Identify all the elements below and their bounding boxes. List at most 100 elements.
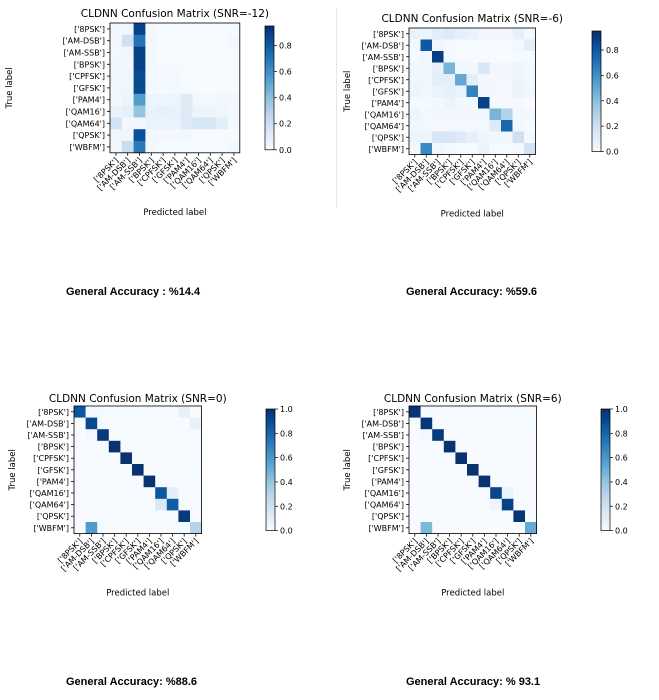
heatmap-cell-10-6	[143, 522, 156, 534]
colorbar-tick-label: 1.0	[615, 405, 628, 414]
heatmap-cell-7-5	[169, 105, 182, 118]
heatmap-cell-8-3	[443, 120, 456, 132]
y-tick-label: ['BPSK']	[373, 64, 404, 73]
confusion-matrix-snr-0: CLDNN Confusion Matrix (SNR=0) ['8PSK'] ['…	[8, 393, 293, 599]
heatmap-cell-7-0	[409, 487, 421, 500]
heatmap-cell-7-2	[97, 487, 110, 500]
heatmap-cell-2-5	[467, 429, 479, 442]
chart-title: CLDNN Confusion Matrix (SNR=-12)	[81, 8, 269, 20]
heatmap-cell-0-9	[513, 406, 526, 418]
heatmap-cell-6-0	[74, 475, 86, 488]
heatmap-cell-7-1	[420, 108, 433, 121]
heatmap-cell-6-4	[455, 97, 467, 109]
heatmap-cell-1-5	[169, 34, 182, 47]
heatmap-cell-6-6	[180, 93, 193, 106]
heatmap-cell-9-4	[157, 129, 170, 142]
heatmap-cell-3-5	[467, 440, 479, 453]
heatmap-cells	[74, 406, 202, 534]
heatmap-cell-10-2	[133, 141, 146, 154]
heatmap-cell-0-0	[409, 406, 421, 418]
heatmap-cell-0-2	[97, 406, 110, 418]
heatmap-cell-0-2	[133, 23, 146, 36]
heatmap-cell-0-1	[420, 406, 433, 418]
heatmap-cell-5-6	[143, 464, 156, 476]
heatmap-cell-1-3	[443, 39, 456, 52]
heatmap-cell-8-10	[524, 120, 536, 132]
heatmap-cell-4-5	[466, 74, 479, 86]
heatmap-cell-2-1	[420, 51, 433, 63]
heatmap-cell-2-9	[513, 429, 526, 442]
heatmap-cell-5-0	[409, 85, 421, 98]
heatmap-cell-2-2	[133, 46, 146, 59]
heatmap-cell-4-1	[420, 452, 433, 465]
heatmap-cell-6-4	[157, 93, 170, 106]
heatmap-cell-5-10	[524, 85, 536, 98]
heatmap-cell-4-2	[432, 452, 445, 465]
heatmap-cell-4-6	[180, 70, 193, 83]
heatmap-cell-10-7	[490, 522, 503, 534]
colorbar-tick-label: 0.4	[606, 97, 619, 106]
heatmap-cell-8-1	[420, 498, 433, 511]
heatmap-cell-3-3	[443, 440, 456, 453]
heatmap-cell-9-4	[455, 131, 467, 144]
heatmap-cell-4-4	[455, 74, 467, 86]
heatmap-cell-6-1	[85, 475, 98, 488]
heatmap-cell-9-3	[145, 129, 158, 142]
heatmap-cell-10-0	[409, 522, 421, 534]
heatmap-cell-2-4	[455, 51, 467, 63]
heatmap-cell-8-6	[478, 498, 491, 511]
heatmap-cell-10-6	[478, 143, 490, 155]
heatmap-cell-9-4	[120, 510, 133, 523]
heatmap-cell-3-7	[489, 62, 502, 75]
heatmap-cell-10-4	[455, 522, 468, 534]
heatmap-cell-0-6	[478, 28, 490, 40]
y-tick-label: ['AM-DSB']	[62, 37, 105, 46]
heatmap-cell-2-3	[443, 429, 456, 442]
y-tick-label: ['WBFM']	[69, 143, 105, 152]
heatmap-cell-4-8	[204, 70, 217, 83]
heatmap-cell-8-5	[467, 498, 479, 511]
y-tick-label: ['QAM64']	[365, 501, 405, 510]
heatmap-cell-1-0	[110, 34, 123, 47]
heatmap-cell-6-6	[478, 475, 491, 488]
heatmap-cell-4-10	[228, 70, 241, 83]
heatmap-cell-4-2	[133, 70, 146, 83]
heatmap-cell-1-10	[190, 417, 202, 430]
heatmap-cell-2-9	[512, 51, 525, 63]
heatmap-cell-6-5	[466, 97, 479, 109]
heatmap-cell-9-0	[110, 129, 123, 142]
y-axis-label: True label	[343, 449, 353, 491]
heatmap-cell-9-2	[432, 131, 444, 144]
heatmap-cell-6-10	[190, 475, 202, 488]
heatmap-cell-3-10	[190, 440, 202, 453]
heatmap-cell-3-1	[85, 440, 98, 453]
heatmap-cell-3-8	[501, 62, 513, 75]
heatmap-cell-4-6	[478, 74, 490, 86]
heatmap-cell-10-8	[501, 143, 513, 155]
heatmap-cell-8-6	[143, 498, 156, 511]
heatmap-cell-0-10	[524, 28, 536, 40]
heatmap-cell-0-10	[525, 406, 537, 418]
heatmap-cell-0-3	[443, 28, 456, 40]
heatmap-cell-2-10	[190, 429, 202, 442]
x-axis-label: Predicted label	[441, 589, 504, 599]
heatmap-cell-1-8	[204, 34, 217, 47]
colorbar-tick-label: 0.0	[279, 146, 292, 155]
x-axis-label: Predicted label	[441, 210, 504, 220]
heatmap-cell-10-9	[513, 522, 526, 534]
heatmap-cell-5-4	[455, 85, 467, 98]
accuracy-snr-minus12: General Accuracy : %14.4	[66, 286, 201, 298]
heatmap-cell-0-5	[169, 23, 182, 36]
heatmap-cell-10-10	[525, 522, 537, 534]
heatmap-cell-6-4	[455, 475, 468, 488]
heatmap-cell-7-3	[443, 487, 456, 500]
heatmap-cell-7-4	[455, 108, 467, 121]
heatmap-cell-3-2	[97, 440, 110, 453]
heatmap-cell-9-9	[513, 510, 526, 523]
heatmap-cell-1-9	[216, 34, 229, 47]
y-tick-label: ['AM-SSB']	[362, 53, 404, 62]
heatmap-cell-1-3	[108, 417, 121, 430]
heatmap-cell-9-1	[420, 510, 433, 523]
heatmap-cell-4-9	[216, 70, 229, 83]
heatmap-cell-2-8	[204, 46, 217, 59]
